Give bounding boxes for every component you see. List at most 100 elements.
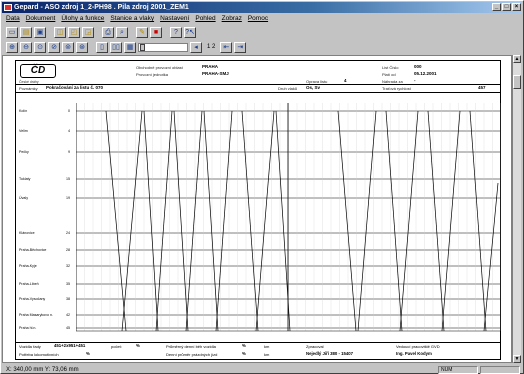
zoom-out-icon[interactable]: ⊖ [20, 41, 32, 53]
edit-icon[interactable]: ✎ [136, 26, 148, 38]
station-label: Úvaly [19, 196, 28, 200]
logo-subtitle: České dráhy [19, 80, 39, 84]
train-path [337, 110, 357, 332]
main-toolbar: ▭ ▤ ▣ ◫ ◰ ◲ ⎙ ⌕ ✎ ■ ? ?↖ [2, 25, 522, 39]
train-path [469, 110, 487, 332]
label-poznamky: Poznámky [19, 86, 38, 91]
minimize-button[interactable]: _ [492, 3, 501, 11]
value-provoz: PRAHA-SMJ [202, 71, 229, 76]
station-label: Klánovice [19, 231, 35, 235]
print-setup-icon[interactable]: ◲ [82, 26, 94, 38]
station-label: Praha hl.n. [19, 326, 37, 330]
station-label: Tuklaty [19, 177, 31, 181]
two-page-icon[interactable]: ▯▯ [110, 41, 122, 53]
coordinate-readout: X: 340,00 mm Y: 73,06 mm [6, 366, 79, 373]
app-icon[interactable] [4, 4, 12, 11]
train-path [105, 110, 127, 332]
train-path [215, 110, 233, 332]
menu-data[interactable]: Data [6, 15, 20, 22]
menu-stanice[interactable]: Stanice a vlaky [110, 15, 155, 22]
station-km: 9 [68, 150, 70, 154]
grid-icon[interactable]: ▦ [124, 41, 136, 53]
value-oblast: PRAHA [202, 64, 219, 69]
num-lock-indicator: NUM [438, 365, 478, 374]
value-vozidla: 451+2x951+451 [54, 343, 86, 348]
paste-icon[interactable]: ◰ [68, 26, 80, 38]
label-provoz: Provozní jednotka [136, 72, 169, 77]
print-preview-icon[interactable]: ⌕ [116, 26, 128, 38]
train-path [121, 110, 143, 332]
unit-km2: km [264, 352, 270, 357]
station-label: Kolín [19, 109, 28, 113]
scroll-thumb[interactable] [513, 75, 521, 89]
page-last-icon[interactable]: ⇥ [234, 41, 247, 53]
document-area[interactable]: ČD České dráhy Obchodně provozní oblast … [2, 55, 512, 363]
scroll-up-icon[interactable]: ▲ [513, 55, 521, 63]
page-prev-icon[interactable]: ◂ [190, 41, 202, 53]
value-rychlost: 457 [478, 85, 486, 90]
value-prumer: % [242, 343, 246, 348]
zoom-page-icon[interactable]: ⊚ [62, 41, 74, 53]
menu-ulohy[interactable]: Úlohy a funkce [61, 15, 105, 22]
train-path [275, 110, 291, 332]
train-path [483, 182, 499, 332]
menu-nastaveni[interactable]: Nastavení [160, 15, 190, 22]
station-km: 28 [66, 248, 70, 252]
value-platnost: 05.12.2001 [414, 71, 437, 76]
station-label: Praha Masarykovo n. [19, 313, 53, 317]
page-indicator: 1 2 [207, 44, 216, 50]
value-list: 000 [414, 64, 422, 69]
train-path [399, 110, 419, 332]
label-potreba: Potřeba lokomotivních [19, 352, 59, 357]
menu-pohled[interactable]: Pohled [195, 15, 216, 22]
menu-pomoc[interactable]: Pomoc [247, 15, 269, 22]
train-path [185, 110, 203, 332]
zoom-width-icon[interactable]: ⊘ [48, 41, 60, 53]
zoom-slider[interactable] [138, 42, 188, 52]
save-icon[interactable]: ▣ [34, 26, 46, 38]
train-path [241, 110, 259, 332]
page-first-icon[interactable]: ⇤ [220, 41, 233, 53]
menu-dokument[interactable]: Dokument [25, 15, 56, 22]
label-opravy: Oprava listu [306, 79, 328, 84]
scroll-down-icon[interactable]: ▼ [513, 355, 521, 363]
menu-zobraz[interactable]: Zobraz [221, 15, 242, 22]
close-button[interactable]: × [512, 3, 521, 11]
copy-icon[interactable]: ◫ [54, 26, 66, 38]
print-icon[interactable]: ⎙ [102, 26, 114, 38]
label-pocet: počet: [111, 344, 122, 349]
label-druh: Druh vlaků [278, 86, 298, 91]
label-platnost: Platí od [382, 72, 396, 77]
delete-icon[interactable]: ■ [150, 26, 162, 38]
value-denni: % [242, 351, 246, 356]
train-graph[interactable]: 12 [75, 98, 502, 365]
train-path [385, 110, 403, 332]
title-bar[interactable]: Gepard - ASO zdroj 1_2-PH98 . Pila zdroj… [2, 2, 522, 13]
vertical-scrollbar[interactable]: ▲ ▼ [512, 55, 521, 363]
train-path [173, 110, 189, 332]
station-km: 45 [66, 326, 70, 330]
label-denni: Denní průměr prázdných jízd [166, 352, 218, 357]
station-km: 32 [66, 264, 70, 268]
zoom-select-icon[interactable]: ⊛ [76, 41, 88, 53]
zoom-in-icon[interactable]: ⊕ [6, 41, 18, 53]
timetable-page: ČD České dráhy Obchodně provozní oblast … [15, 60, 502, 360]
help-icon[interactable]: ? [170, 26, 182, 38]
status-panel [480, 365, 520, 374]
station-km: 42 [66, 313, 70, 317]
cd-logo: ČD [20, 64, 56, 78]
maximize-button[interactable]: □ [502, 3, 511, 11]
new-icon[interactable]: ▭ [6, 26, 18, 38]
train-graph-svg: 12 [75, 98, 502, 332]
station-label: Praha-Kyje [19, 264, 37, 268]
train-path [441, 110, 461, 332]
open-icon[interactable]: ▤ [20, 26, 32, 38]
zoom-fit-icon[interactable]: ⊙ [34, 41, 46, 53]
station-label: Praha-Běchovice [19, 248, 47, 252]
label-prumer: Průměrný denní běh vozidla [166, 344, 216, 349]
context-help-icon[interactable]: ?↖ [184, 26, 196, 38]
view-toolbar: ⊕ ⊖ ⊙ ⊘ ⊚ ⊛ ▯ ▯▯ ▦ ◂ 1 2 ⇤ ⇥ [2, 40, 522, 54]
page-layout-icon[interactable]: ▯ [96, 41, 108, 53]
value-druh: Os, Sv [306, 85, 321, 90]
station-km: 0 [68, 109, 70, 113]
